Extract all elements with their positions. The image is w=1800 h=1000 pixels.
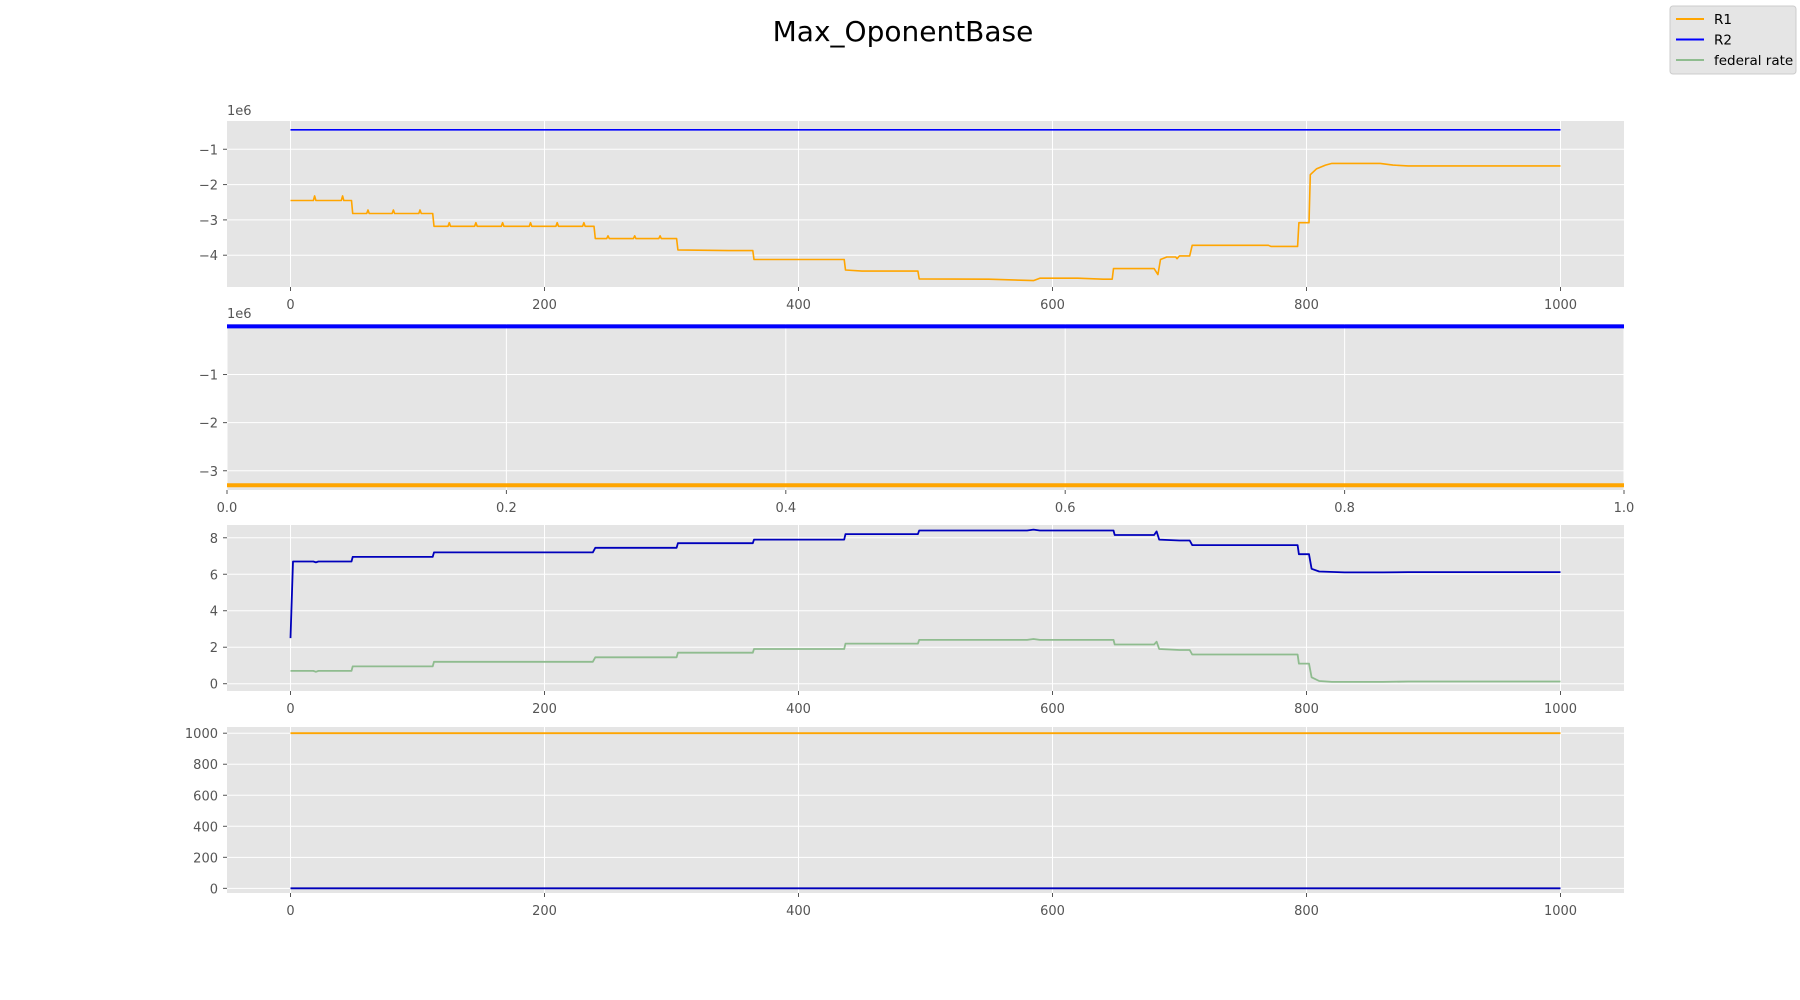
- x-tick-label: 0.2: [496, 501, 517, 516]
- x-tick-label: 400: [786, 904, 811, 919]
- x-tick-label: 400: [786, 298, 811, 313]
- legend-label: federal rate: [1714, 53, 1793, 69]
- y-tick-label: 4: [210, 605, 218, 620]
- subplot-3: 0 200 400 600 800 1000 0 2 4 6 8: [210, 525, 1624, 717]
- y-tick-label: −2: [199, 417, 218, 432]
- y-tick-label: 0: [210, 678, 218, 693]
- x-tick-label: 600: [1040, 904, 1065, 919]
- y-tick-label: −4: [199, 249, 218, 264]
- x-tick-label: 400: [786, 702, 811, 717]
- x-tick-label: 0.4: [775, 501, 796, 516]
- legend: R1 R2 federal rate: [1669, 5, 1797, 75]
- x-tick-label: 200: [532, 904, 557, 919]
- y-tick-label: 8: [210, 532, 218, 547]
- legend-label: R1: [1714, 12, 1732, 28]
- x-tick-label: 1000: [1544, 298, 1577, 313]
- x-tick-label: 1.0: [1614, 501, 1635, 516]
- x-tick-label: 0.6: [1055, 501, 1076, 516]
- plot-background: [227, 525, 1624, 691]
- x-tick-label: 600: [1040, 298, 1065, 313]
- y-tick-label: −1: [199, 143, 218, 158]
- y-tick-label: 0: [210, 882, 218, 897]
- x-tick-label: 0: [286, 904, 294, 919]
- y-tick-label: −1: [199, 369, 218, 384]
- y-tick-label: 2: [210, 641, 218, 656]
- y-tick-label: −3: [199, 465, 218, 480]
- y-offset-label: 1e6: [227, 104, 252, 119]
- subplot-2: 0.0 0.2 0.4 0.6 0.8 1.0 −3 −2 −1 1e6: [199, 307, 1635, 516]
- x-tick-label: 1000: [1544, 702, 1577, 717]
- x-tick-label: 0.8: [1334, 501, 1355, 516]
- x-tick-label: 200: [532, 702, 557, 717]
- plot-background: [227, 121, 1624, 287]
- y-tick-label: 800: [193, 758, 218, 773]
- legend-box: [1669, 5, 1797, 75]
- x-tick-label: 600: [1040, 702, 1065, 717]
- x-tick-label: 0.0: [217, 501, 238, 516]
- y-tick-label: −2: [199, 179, 218, 194]
- x-tick-label: 800: [1294, 298, 1319, 313]
- legend-label: R2: [1714, 33, 1732, 49]
- x-tick-label: 800: [1294, 702, 1319, 717]
- figure-title: Max_OponentBase: [773, 15, 1034, 48]
- y-tick-label: 600: [193, 789, 218, 804]
- plot-background: [227, 727, 1624, 893]
- x-tick-label: 800: [1294, 904, 1319, 919]
- y-tick-label: 200: [193, 851, 218, 866]
- x-tick-label: 200: [532, 298, 557, 313]
- y-offset-label: 1e6: [227, 307, 252, 322]
- series-line-r1: [290, 162, 1561, 282]
- plot-background: [227, 324, 1624, 490]
- y-tick-label: 400: [193, 820, 218, 835]
- subplot-4: 0 200 400 600 800 1000 0 200 400 600 800 1000: [185, 727, 1624, 919]
- subplot-1: 0 200 400 600 800 1000 −4 −3 −2 −1 1e6: [199, 104, 1624, 313]
- series-line-federal-rate: [290, 638, 1561, 683]
- x-tick-label: 1000: [1544, 904, 1577, 919]
- x-tick-label: 0: [286, 702, 294, 717]
- y-tick-label: −3: [199, 214, 218, 229]
- x-tick-label: 0: [286, 298, 294, 313]
- y-tick-label: 6: [210, 568, 218, 583]
- y-tick-label: 1000: [185, 727, 218, 742]
- series-line-r2: [289, 528, 1561, 639]
